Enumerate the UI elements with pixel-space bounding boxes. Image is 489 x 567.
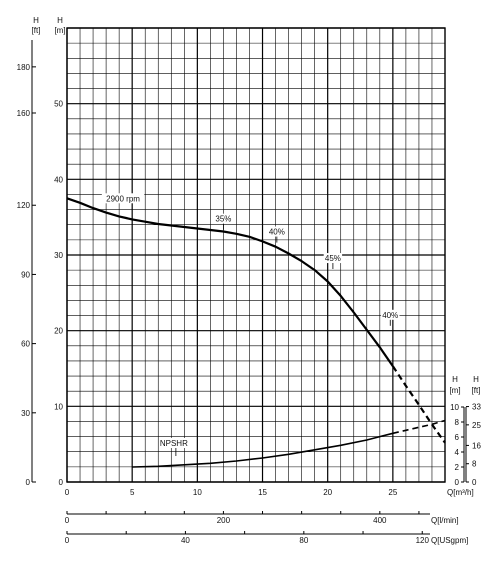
tick-label-q-usgpm: 0: [65, 536, 70, 545]
tick-label-npsh-ft: 0: [472, 478, 477, 487]
axis-unit-npsh-m: [m]: [449, 386, 460, 395]
tick-label-npsh-m: 6: [455, 433, 460, 442]
tick-label-q-lmin: 400: [373, 516, 387, 525]
annotation-label: 40%: [382, 311, 398, 320]
tick-label-q-lmin: 200: [217, 516, 231, 525]
annotation-bg: [381, 309, 400, 320]
axis-label-q-usgpm: Q[USgpm]: [431, 536, 468, 545]
axis-unit-head-ft: [ft]: [32, 26, 41, 35]
series-npshr: [132, 432, 394, 468]
axis-label-npsh-ft: H: [473, 375, 479, 384]
annotation-label: 35%: [215, 215, 231, 224]
tick-label-q-usgpm: 40: [181, 536, 190, 545]
series-2900-rpm-extension: [391, 365, 446, 444]
annotation-label: 45%: [325, 254, 341, 263]
tick-label-npsh-m: 4: [455, 448, 460, 457]
tick-label-npsh-ft: 33: [472, 403, 481, 412]
tick-label-head-ft: 30: [21, 409, 30, 418]
series-2900-rpm: [66, 197, 394, 367]
axis-label-npsh-m: H: [452, 375, 458, 384]
tick-label-head-m: 50: [54, 100, 63, 109]
series-npshr-extension: [392, 419, 446, 435]
tick-label-npsh-m: 10: [450, 403, 459, 412]
tick-label-head-ft: 180: [17, 63, 31, 72]
tick-label-head-ft: 120: [17, 201, 31, 210]
tick-label-npsh-ft: 25: [472, 421, 481, 430]
tick-label-npsh-m: 2: [455, 463, 460, 472]
tick-label-q-m3h: 25: [388, 488, 397, 497]
axis-label-q-lmin: Q[l/min]: [431, 516, 459, 525]
tick-label-head-m: 10: [54, 402, 63, 411]
annotation-label: 2900 rpm: [106, 194, 140, 203]
tick-label-q-m3h: 10: [193, 488, 202, 497]
tick-label-head-ft: 90: [21, 270, 30, 279]
plot-frame: [66, 27, 446, 483]
tick-label-head-m: 20: [54, 327, 63, 336]
annotation-label: NPSHR: [160, 439, 188, 448]
tick-label-head-m: 0: [59, 478, 64, 487]
annotation-bg: [159, 438, 188, 448]
tick-label-head-m: 40: [54, 175, 63, 184]
tick-label-q-m3h: 5: [130, 488, 135, 497]
annotation-label: 40%: [269, 228, 285, 237]
tick-label-head-m: 30: [54, 251, 63, 260]
annotation-bg: [101, 193, 145, 204]
grid: [66, 27, 446, 483]
tick-label-npsh-m: 8: [455, 418, 460, 427]
axis-unit-head-m: [m]: [54, 26, 65, 35]
tick-label-q-usgpm: 120: [416, 536, 430, 545]
tick-label-q-lmin: 0: [65, 516, 70, 525]
annotation-bg: [267, 226, 287, 237]
tick-label-npsh-ft: 8: [472, 460, 477, 469]
tick-label-npsh-m: 0: [455, 478, 460, 487]
tick-label-q-usgpm: 80: [299, 536, 308, 545]
tick-label-q-m3h: 15: [258, 488, 267, 497]
tick-label-head-ft: 160: [17, 109, 31, 118]
annotation-bg: [323, 253, 343, 264]
axis-label-head-m: H: [57, 16, 63, 25]
tick-label-q-m3h: 0: [65, 488, 70, 497]
axis-label-q-m3h: Q[m³/h]: [447, 488, 474, 497]
tick-label-head-ft: 0: [26, 478, 31, 487]
tick-label-npsh-ft: 16: [472, 441, 481, 450]
annotation-bg: [214, 213, 233, 224]
axis-unit-npsh-ft: [ft]: [472, 386, 481, 395]
tick-label-head-ft: 60: [21, 340, 30, 349]
tick-label-q-m3h: 20: [323, 488, 332, 497]
axis-label-head-ft: H: [33, 16, 39, 25]
